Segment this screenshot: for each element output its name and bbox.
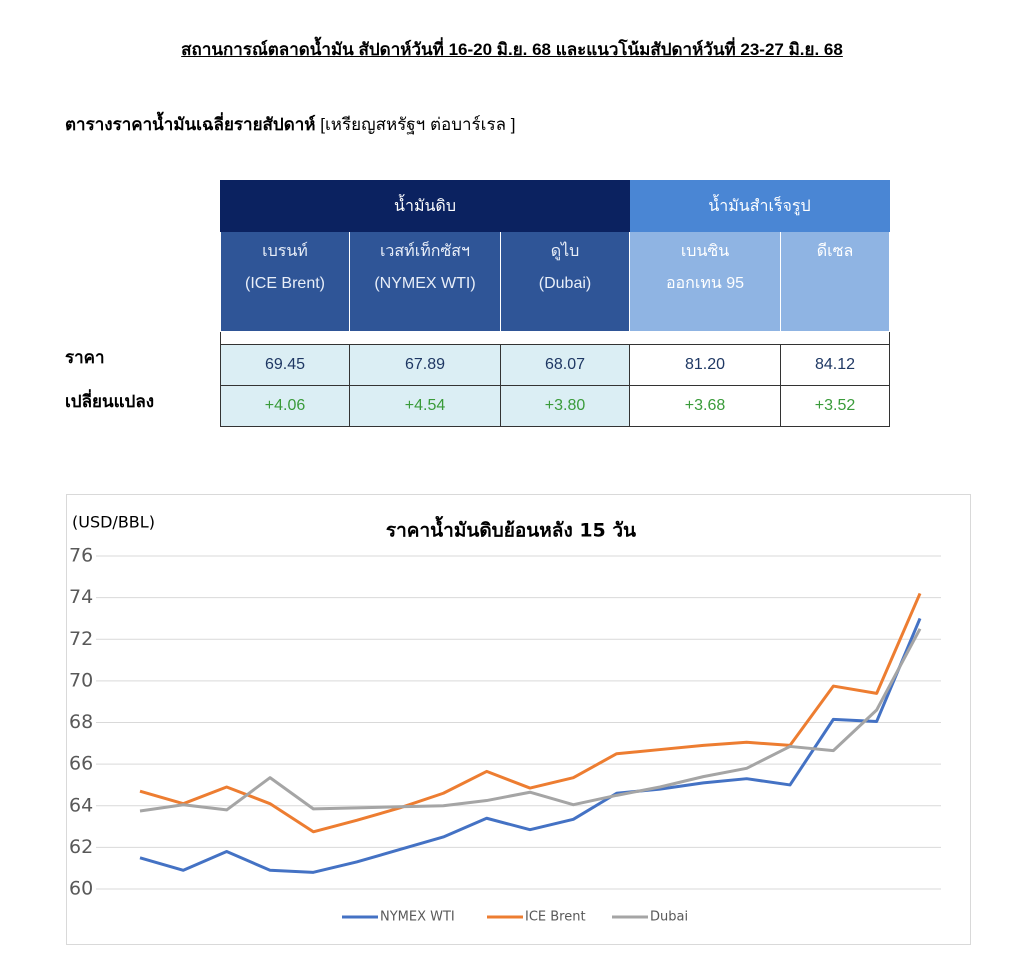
y-tick-label: 60 <box>69 878 93 900</box>
table-cell: +4.54 <box>349 385 501 427</box>
y-axis-label: (USD/BBL) <box>72 513 155 532</box>
page-title: สถานการณ์ตลาดน้ำมัน สัปดาห์วันที่ 16-20 … <box>181 40 843 59</box>
column-header: เบนซินออกเทน 95 <box>629 231 781 332</box>
y-tick-label: 74 <box>69 586 93 608</box>
y-tick-label: 70 <box>69 669 93 691</box>
chart: ราคาน้ำมันดิบย้อนหลัง 15 วัน (USD/BBL) 60 6… <box>66 494 971 945</box>
column-header-line: เวสท์เท็กซัสฯ <box>379 243 471 260</box>
y-tick-label: 62 <box>69 836 93 858</box>
group-header: น้ำมันดิบ <box>220 180 630 232</box>
column-header-line: (Dubai) <box>538 275 592 292</box>
table-cell: 81.20 <box>629 344 781 386</box>
group-header: น้ำมันสำเร็จรูป <box>629 180 890 232</box>
row-label: เปลี่ยนแปลง <box>65 392 155 411</box>
column-header-line: ออกเทน 95 <box>665 275 745 292</box>
column-header-line: ดูไบ <box>550 243 580 260</box>
column-header-line: เบนซิน <box>680 243 730 260</box>
data-line <box>139 628 922 813</box>
table-cell: +3.68 <box>629 385 781 427</box>
table-cell: +3.80 <box>500 385 630 427</box>
column-header-line: ดีเซล <box>816 243 854 260</box>
table-cell: +4.06 <box>220 385 350 427</box>
table-cell: 84.12 <box>780 344 890 386</box>
y-tick-label: 66 <box>69 753 93 775</box>
legend-label: NYMEX WTI <box>380 910 455 925</box>
table-heading: ตารางราคาน้ำมันเฉลี่ยรายสัปดาห์ [เหรียญส… <box>65 111 515 138</box>
data-line <box>139 617 922 874</box>
y-tick-label: 64 <box>69 794 93 816</box>
table-cell: +3.52 <box>780 385 890 427</box>
table-unit: [เหรียญสหรัฐฯ ต่อบาร์เรล ] <box>320 115 516 134</box>
column-header: เวสท์เท็กซัสฯ (NYMEX WTI) <box>349 231 501 332</box>
table-cell: 67.89 <box>349 344 501 386</box>
table-cell: 69.45 <box>220 344 350 386</box>
y-tick-label: 76 <box>69 545 93 567</box>
column-header-line: (NYMEX WTI) <box>374 275 476 292</box>
column-header: เบรนท์ (ICE Brent) <box>220 231 350 332</box>
y-tick-label: 72 <box>69 628 93 650</box>
table-cell: 68.07 <box>500 344 630 386</box>
column-header-line: เบรนท์ <box>262 243 308 260</box>
table-title: ตารางราคาน้ำมันเฉลี่ยรายสัปดาห์ <box>65 115 316 134</box>
y-tick-label: 68 <box>69 711 93 733</box>
legend-label: Dubai <box>650 910 688 925</box>
data-line <box>139 592 922 834</box>
row-label: ราคา <box>65 348 105 367</box>
legend-label: ICE Brent <box>525 910 586 925</box>
price-table: น้ำมันดิบ น้ำมันสำเร็จรูป เบรนท์ (ICE Bre… <box>220 180 890 427</box>
chart-title: ราคาน้ำมันดิบย้อนหลัง 15 วัน <box>386 516 636 542</box>
column-header-line: (ICE Brent) <box>244 275 325 292</box>
column-header: ดีเซล <box>780 231 890 332</box>
column-header: ดูไบ (Dubai) <box>500 231 630 332</box>
